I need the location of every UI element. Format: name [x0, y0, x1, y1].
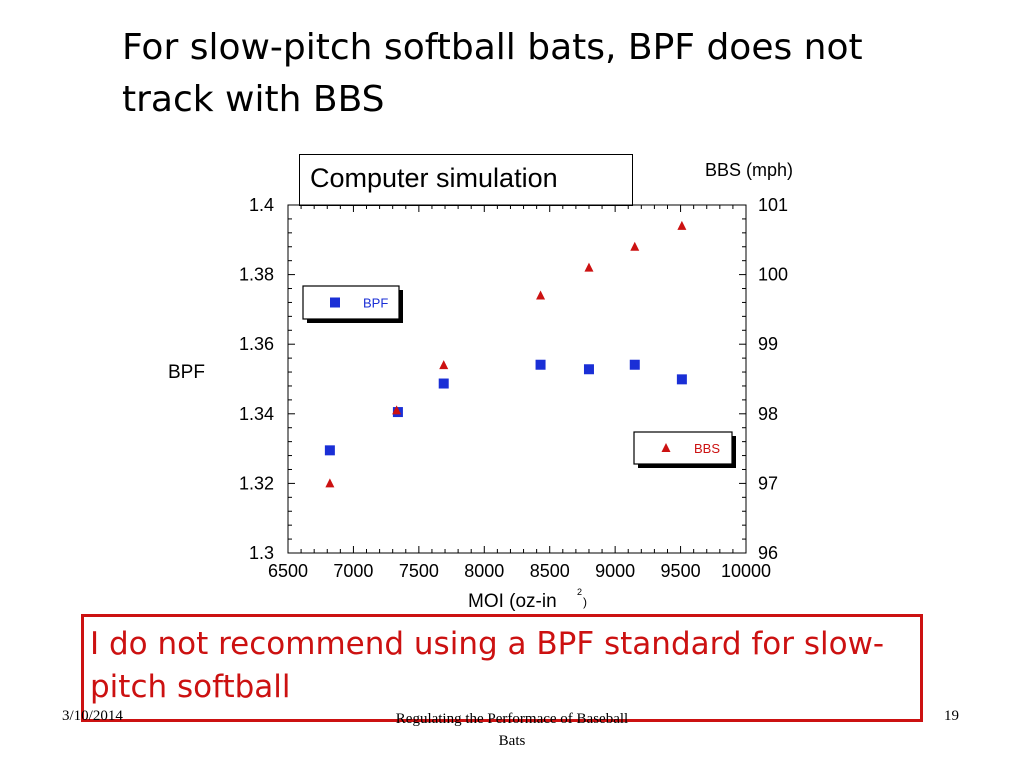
y-left-tick-label: 1.34: [239, 404, 274, 424]
x-axis-title-close: ): [583, 595, 587, 609]
x-axis-title: MOI (oz-in: [468, 591, 557, 612]
y-right-tick-label: 100: [758, 265, 788, 285]
x-tick-label: 8500: [530, 561, 570, 581]
y-left-tick-label: 1.32: [239, 473, 274, 493]
bpf-point: [629, 359, 640, 370]
legend-bbs-box: [633, 431, 733, 465]
y-left-tick-label: 1.3: [249, 543, 274, 563]
x-tick-label: 10000: [721, 561, 771, 581]
x-tick-label: 7000: [333, 561, 373, 581]
bbs-point: [677, 220, 687, 230]
y-left-tick-label: 1.38: [239, 265, 274, 285]
legend-bbs-marker: [661, 443, 671, 452]
y-right-tick-label: 96: [758, 543, 778, 563]
bbs-point: [584, 262, 594, 272]
bbs-point: [325, 478, 335, 488]
x-tick-label: 9000: [595, 561, 635, 581]
recommendation-callout: I do not recommend using a BPF standard …: [81, 614, 923, 722]
bpf-point: [438, 378, 449, 389]
bbs-point: [630, 241, 640, 251]
footer-date: 3/10/2014: [62, 708, 123, 724]
x-tick-label: 8000: [464, 561, 504, 581]
bbs-point: [392, 405, 402, 415]
right-axis-title: BBS (mph): [705, 160, 794, 180]
page-number: 19: [944, 708, 959, 724]
legend-bbs-label: BBS: [694, 441, 720, 456]
legend-bpf-label: BPF: [363, 296, 388, 311]
y-left-tick-label: 1.36: [239, 334, 274, 354]
y-right-tick-label: 101: [758, 195, 788, 215]
bpf-point: [324, 445, 335, 456]
bbs-point: [536, 290, 546, 300]
x-tick-label: 6500: [268, 561, 308, 581]
plot-frame: [287, 204, 747, 554]
left-axis-title: BPF: [168, 362, 205, 383]
bpf-point: [535, 359, 546, 370]
bbs-point: [439, 360, 449, 370]
y-right-tick-label: 98: [758, 404, 778, 424]
footer-title: Regulating the Performace of Baseball Ba…: [395, 711, 629, 749]
simulation-label: Computer simulation: [310, 163, 558, 193]
legend-bpf-marker: [330, 297, 340, 308]
legend-bpf-box: [302, 285, 400, 320]
x-axis-title-superscript: 2: [577, 587, 583, 597]
slide-title: For slow-pitch softball bats, BPF does n…: [122, 27, 863, 120]
bpf-point: [676, 374, 687, 385]
y-left-tick-label: 1.4: [249, 195, 274, 215]
y-right-tick-label: 97: [758, 473, 778, 493]
x-tick-label: 7500: [399, 561, 439, 581]
y-right-tick-label: 99: [758, 334, 778, 354]
x-tick-label: 9500: [661, 561, 701, 581]
bpf-point: [583, 364, 594, 375]
